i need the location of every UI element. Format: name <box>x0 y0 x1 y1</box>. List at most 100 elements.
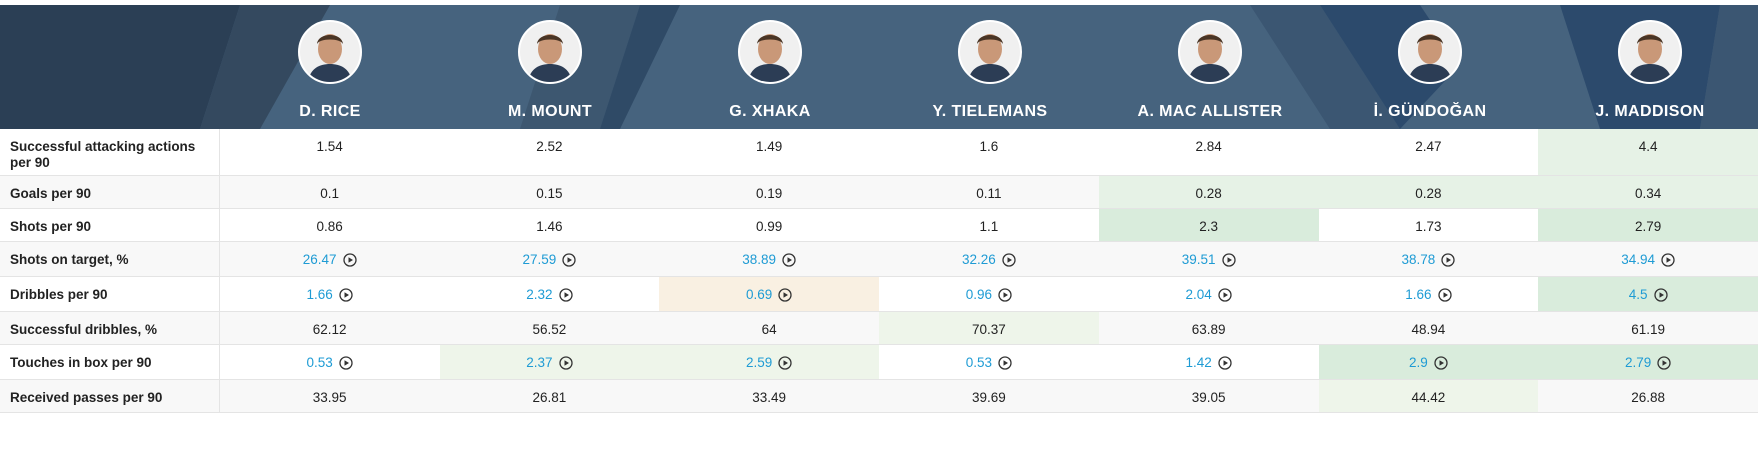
stat-value: 0.53 <box>965 355 993 370</box>
stat-value-cell: 61.19 <box>1538 312 1758 344</box>
stat-value-cell: 0.15 <box>440 176 660 208</box>
stat-value-cell[interactable]: 0.96 <box>879 277 1099 311</box>
stat-value: 2.47 <box>1415 139 1442 154</box>
player-column-header[interactable]: D. RICE <box>220 5 440 129</box>
play-circle-icon[interactable] <box>339 288 353 302</box>
stat-row: Successful dribbles, % 62.12 56.52 64 70.37 6… <box>0 312 1758 345</box>
stats-table: Successful attacking actions per 90 1.54 2… <box>0 129 1758 413</box>
stat-value-cell[interactable]: 2.9 <box>1318 345 1539 379</box>
stat-value-cell[interactable]: 1.66 <box>220 277 440 311</box>
stat-label: Dribbles per 90 <box>0 277 220 311</box>
stat-value-cell[interactable]: 4.5 <box>1538 277 1758 311</box>
play-circle-icon[interactable] <box>342 253 357 267</box>
player-column-header[interactable]: G. XHAKA <box>660 5 880 129</box>
stat-value-cell[interactable]: 26.47 <box>220 242 440 276</box>
stat-value-cell[interactable]: 2.04 <box>1099 277 1319 311</box>
stat-row: Successful attacking actions per 90 1.54 2… <box>0 129 1758 176</box>
stat-value: 2.79 <box>1625 355 1652 370</box>
stat-value: 1.66 <box>306 287 333 302</box>
stat-row: Shots on target, % 26.47 27.59 38.89 32.26 39… <box>0 242 1758 277</box>
play-circle-icon[interactable] <box>1221 253 1236 267</box>
play-circle-icon[interactable] <box>1002 253 1016 267</box>
stat-value-cell[interactable]: 2.37 <box>439 345 660 379</box>
stat-value-cell[interactable]: 38.89 <box>659 242 879 276</box>
stat-value: 0.28 <box>1415 186 1442 201</box>
stat-value: 0.53 <box>306 355 333 370</box>
stat-value-cell[interactable]: 2.32 <box>440 277 660 311</box>
stat-label: Shots per 90 <box>0 209 220 241</box>
play-circle-icon[interactable] <box>1661 253 1675 267</box>
play-circle-icon[interactable] <box>998 288 1012 302</box>
stat-row: Shots per 90 0.86 1.46 0.99 1.1 2.3 1.73 2.79 <box>0 209 1758 242</box>
play-circle-icon[interactable] <box>562 253 576 267</box>
stat-value: 27.59 <box>522 252 557 267</box>
play-circle-icon[interactable] <box>339 356 353 370</box>
play-circle-icon[interactable] <box>1441 253 1455 267</box>
play-circle-icon[interactable] <box>1657 356 1671 370</box>
stat-value: 2.52 <box>536 139 563 154</box>
play-circle-icon[interactable] <box>1218 288 1232 302</box>
play-circle-icon[interactable] <box>778 356 792 370</box>
stat-value: 44.42 <box>1411 390 1446 405</box>
player-avatar-icon[interactable] <box>1618 20 1682 84</box>
play-circle-icon[interactable] <box>1434 356 1448 370</box>
stat-value-cell: 0.11 <box>879 176 1099 208</box>
stat-value-cell[interactable]: 2.79 <box>1538 345 1758 379</box>
stat-value-cell: 39.69 <box>879 380 1099 412</box>
stat-label: Shots on target, % <box>0 242 220 276</box>
stat-value: 2.9 <box>1409 355 1428 370</box>
player-column-header[interactable]: Y. TIELEMANS <box>880 5 1100 129</box>
player-avatar-icon[interactable] <box>518 20 582 84</box>
player-avatar-icon[interactable] <box>298 20 362 84</box>
stat-value-cell[interactable]: 32.26 <box>879 242 1099 276</box>
stat-value-cell[interactable]: 2.59 <box>659 345 880 379</box>
player-avatar-icon[interactable] <box>1398 20 1462 84</box>
stat-value: 62.12 <box>312 322 347 337</box>
stat-value-cell: 56.52 <box>440 312 660 344</box>
player-column-header[interactable]: M. MOUNT <box>440 5 660 129</box>
stat-value-cell[interactable]: 1.42 <box>1099 345 1319 379</box>
stat-row: Received passes per 90 33.95 26.81 33.49 39.… <box>0 380 1758 413</box>
stat-value: 64 <box>761 322 777 337</box>
player-avatar-icon[interactable] <box>1178 20 1242 84</box>
player-name: İ. GÜNDOĞAN <box>1373 103 1487 120</box>
stat-value: 2.37 <box>526 355 553 370</box>
stat-value: 33.49 <box>752 390 787 405</box>
stat-value-cell[interactable]: 0.53 <box>220 345 440 379</box>
play-circle-icon[interactable] <box>782 253 796 267</box>
stat-value: 2.3 <box>1199 219 1219 234</box>
stat-value: 39.05 <box>1191 390 1226 405</box>
stat-value-cell[interactable]: 39.51 <box>1099 242 1319 276</box>
stat-value: 0.28 <box>1195 186 1222 201</box>
player-avatar-icon[interactable] <box>958 20 1022 84</box>
stat-value-cell[interactable]: 0.53 <box>879 345 1099 379</box>
stat-value-cell[interactable]: 27.59 <box>440 242 660 276</box>
play-circle-icon[interactable] <box>558 288 573 302</box>
player-column-header[interactable]: İ. GÜNDOĞAN <box>1320 5 1540 129</box>
stat-value-cell[interactable]: 34.94 <box>1538 242 1758 276</box>
play-circle-icon[interactable] <box>1218 356 1232 370</box>
play-circle-icon[interactable] <box>558 356 573 370</box>
stat-value-cell: 26.81 <box>440 380 660 412</box>
stat-value-cell[interactable]: 0.69 <box>659 277 880 311</box>
stat-value-cell: 1.49 <box>659 129 879 175</box>
stat-value-cell[interactable]: 38.78 <box>1319 242 1539 276</box>
stat-value-cell[interactable]: 1.66 <box>1319 277 1539 311</box>
stat-value: 1.6 <box>979 139 999 154</box>
play-circle-icon[interactable] <box>1653 288 1668 302</box>
stat-value: 2.84 <box>1195 139 1222 154</box>
stat-value-cell: 2.52 <box>440 129 660 175</box>
stat-value-cell: 62.12 <box>220 312 440 344</box>
play-circle-icon[interactable] <box>998 356 1012 370</box>
player-avatar-icon[interactable] <box>738 20 802 84</box>
player-name: D. RICE <box>299 103 361 120</box>
stat-value: 0.34 <box>1635 186 1662 201</box>
stat-value: 0.96 <box>965 287 993 302</box>
stat-value: 63.89 <box>1191 322 1226 337</box>
player-column-header[interactable]: A. MAC ALLISTER <box>1100 5 1320 129</box>
stat-value: 1.46 <box>536 219 563 234</box>
stat-value-cell: 33.95 <box>220 380 440 412</box>
play-circle-icon[interactable] <box>1437 288 1452 302</box>
play-circle-icon[interactable] <box>778 288 792 302</box>
player-column-header[interactable]: J. MADDISON <box>1540 5 1758 129</box>
